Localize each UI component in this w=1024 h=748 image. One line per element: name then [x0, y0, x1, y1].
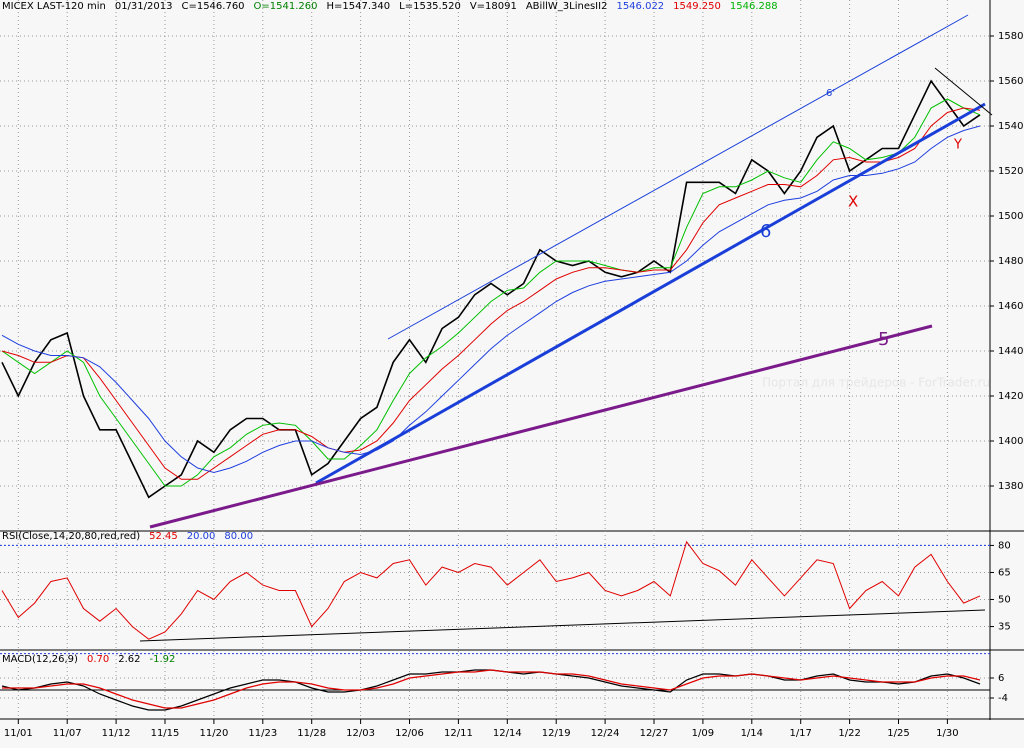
- header-item: 01/31/2013: [114, 1, 173, 12]
- x-tick-label: 12/06: [395, 728, 424, 739]
- y-tick-label: 1580: [998, 31, 1023, 42]
- series-line: [1, 107, 981, 480]
- watermark: Портал для трейдеров - ForTrader.ru: [762, 376, 990, 390]
- y-tick-label: 1380: [998, 481, 1023, 492]
- header-item: 1546.288: [729, 1, 778, 12]
- annotation: 6: [760, 221, 771, 242]
- level-label: 20.00: [186, 531, 216, 542]
- x-tick-label: 1/14: [741, 728, 763, 739]
- y-tick-label: 1440: [998, 346, 1023, 357]
- header-item: RSI(Close,14,20,80,red,red): [2, 531, 141, 542]
- header-item: 2.62: [118, 654, 141, 665]
- x-tick-label: 11/28: [297, 728, 326, 739]
- x-tick-label: 12/03: [346, 728, 375, 739]
- y-tick-label: 1500: [998, 211, 1023, 222]
- rsi-trend-line: [139, 609, 986, 642]
- header-item: 52.45: [149, 531, 178, 542]
- x-tick-label: 12/14: [493, 728, 522, 739]
- header-item: C=1546.760: [181, 1, 245, 12]
- trend-line: [315, 102, 986, 485]
- header-item: 1549.250: [673, 1, 721, 12]
- x-tick-label: 1/09: [692, 728, 714, 739]
- header-item: L=1535.520: [399, 1, 461, 12]
- x-tick-label: 12/19: [542, 728, 571, 739]
- resistance-line: [934, 67, 993, 116]
- header-item: -1.92: [149, 654, 176, 665]
- x-tick-label: 11/01: [4, 728, 33, 739]
- y-tick-label: 1400: [998, 436, 1023, 447]
- series-line: [1, 98, 981, 487]
- x-tick-label: 1/25: [887, 728, 909, 739]
- series-line: [1, 125, 981, 474]
- header-item: ABillW_3LinesII2: [525, 1, 608, 12]
- channel-line: [387, 14, 969, 340]
- y-tick-label: 6: [998, 673, 1004, 684]
- annotation: X: [848, 193, 858, 211]
- x-tick-label: 1/30: [936, 728, 958, 739]
- annotation: 5: [878, 329, 889, 350]
- y-tick-label: 1520: [998, 166, 1023, 177]
- trend-line: [149, 324, 933, 529]
- x-tick-label: 12/11: [444, 728, 473, 739]
- x-tick-label: 11/12: [102, 728, 131, 739]
- header-item: H=1547.340: [326, 1, 391, 12]
- y-tick-label: 50: [998, 595, 1011, 606]
- annotation: Y: [953, 138, 962, 153]
- y-tick-label: -4: [998, 693, 1008, 704]
- header-item: O=1541.260: [253, 1, 318, 12]
- y-tick-label: 1560: [998, 76, 1023, 87]
- header-item: MACD(12,26,9): [2, 654, 78, 665]
- x-tick-label: 11/15: [151, 728, 180, 739]
- y-tick-label: 65: [998, 567, 1011, 578]
- header-item: 0.70: [86, 654, 110, 665]
- y-tick-label: 1480: [998, 256, 1023, 267]
- x-tick-label: 12/24: [591, 728, 620, 739]
- annotation: 6': [826, 88, 835, 99]
- level-label: 80.00: [224, 531, 254, 542]
- y-tick-label: 1460: [998, 301, 1023, 312]
- y-tick-label: 80: [998, 540, 1011, 551]
- x-tick-label: 11/20: [199, 728, 228, 739]
- x-tick-label: 12/27: [640, 728, 669, 739]
- x-tick-label: 1/22: [838, 728, 860, 739]
- y-tick-label: 1540: [998, 121, 1023, 132]
- y-tick-label: 35: [998, 622, 1011, 633]
- x-tick-label: 11/23: [248, 728, 277, 739]
- y-tick-label: 1420: [998, 391, 1023, 402]
- series-line: [1, 540, 981, 640]
- header-item: V=18091: [469, 1, 517, 12]
- header-item: 1546.022: [616, 1, 665, 12]
- x-tick-label: 11/07: [53, 728, 82, 739]
- rsi-header: RSI(Close,14,20,80,red,red) 52.45 20.00 80.…: [2, 531, 262, 542]
- macd-header: MACD(12,26,9) 0.70 2.62 -1.92: [2, 654, 184, 665]
- x-tick-label: 1/17: [789, 728, 811, 739]
- price-header: MICEX LAST-120 min 01/31/2013 C=1546.760 O=…: [2, 1, 787, 12]
- series-line: [2, 669, 981, 709]
- header-item: MICEX LAST-120 min: [2, 1, 106, 12]
